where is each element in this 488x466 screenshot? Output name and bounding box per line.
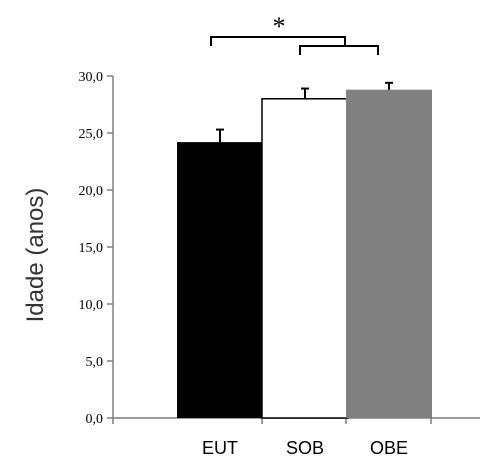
y-axis-label: Idade (anos) [22, 188, 49, 323]
y-tick-label: 5,0 [86, 355, 104, 370]
y-tick-label: 25,0 [79, 127, 104, 142]
bracket-sob-obe [299, 45, 379, 55]
bracket-eut-vs-group [210, 36, 346, 46]
bar-obe [346, 89, 432, 419]
category-label: SOB [286, 438, 324, 458]
y-tick-label: 30,0 [79, 70, 104, 85]
y-tick-label: 20,0 [79, 184, 104, 199]
y-tick-label: 15,0 [79, 241, 104, 256]
significance-star: * [273, 12, 286, 41]
category-label: OBE [370, 438, 408, 458]
bars: EUT SOB OBE [177, 81, 432, 458]
bar-eut [177, 142, 263, 418]
category-label: EUT [202, 438, 238, 458]
y-tick-label: 10,0 [79, 298, 104, 313]
significance-brackets [210, 36, 379, 55]
y-tick-label: 0,0 [86, 412, 104, 427]
bar-sob [261, 98, 349, 419]
